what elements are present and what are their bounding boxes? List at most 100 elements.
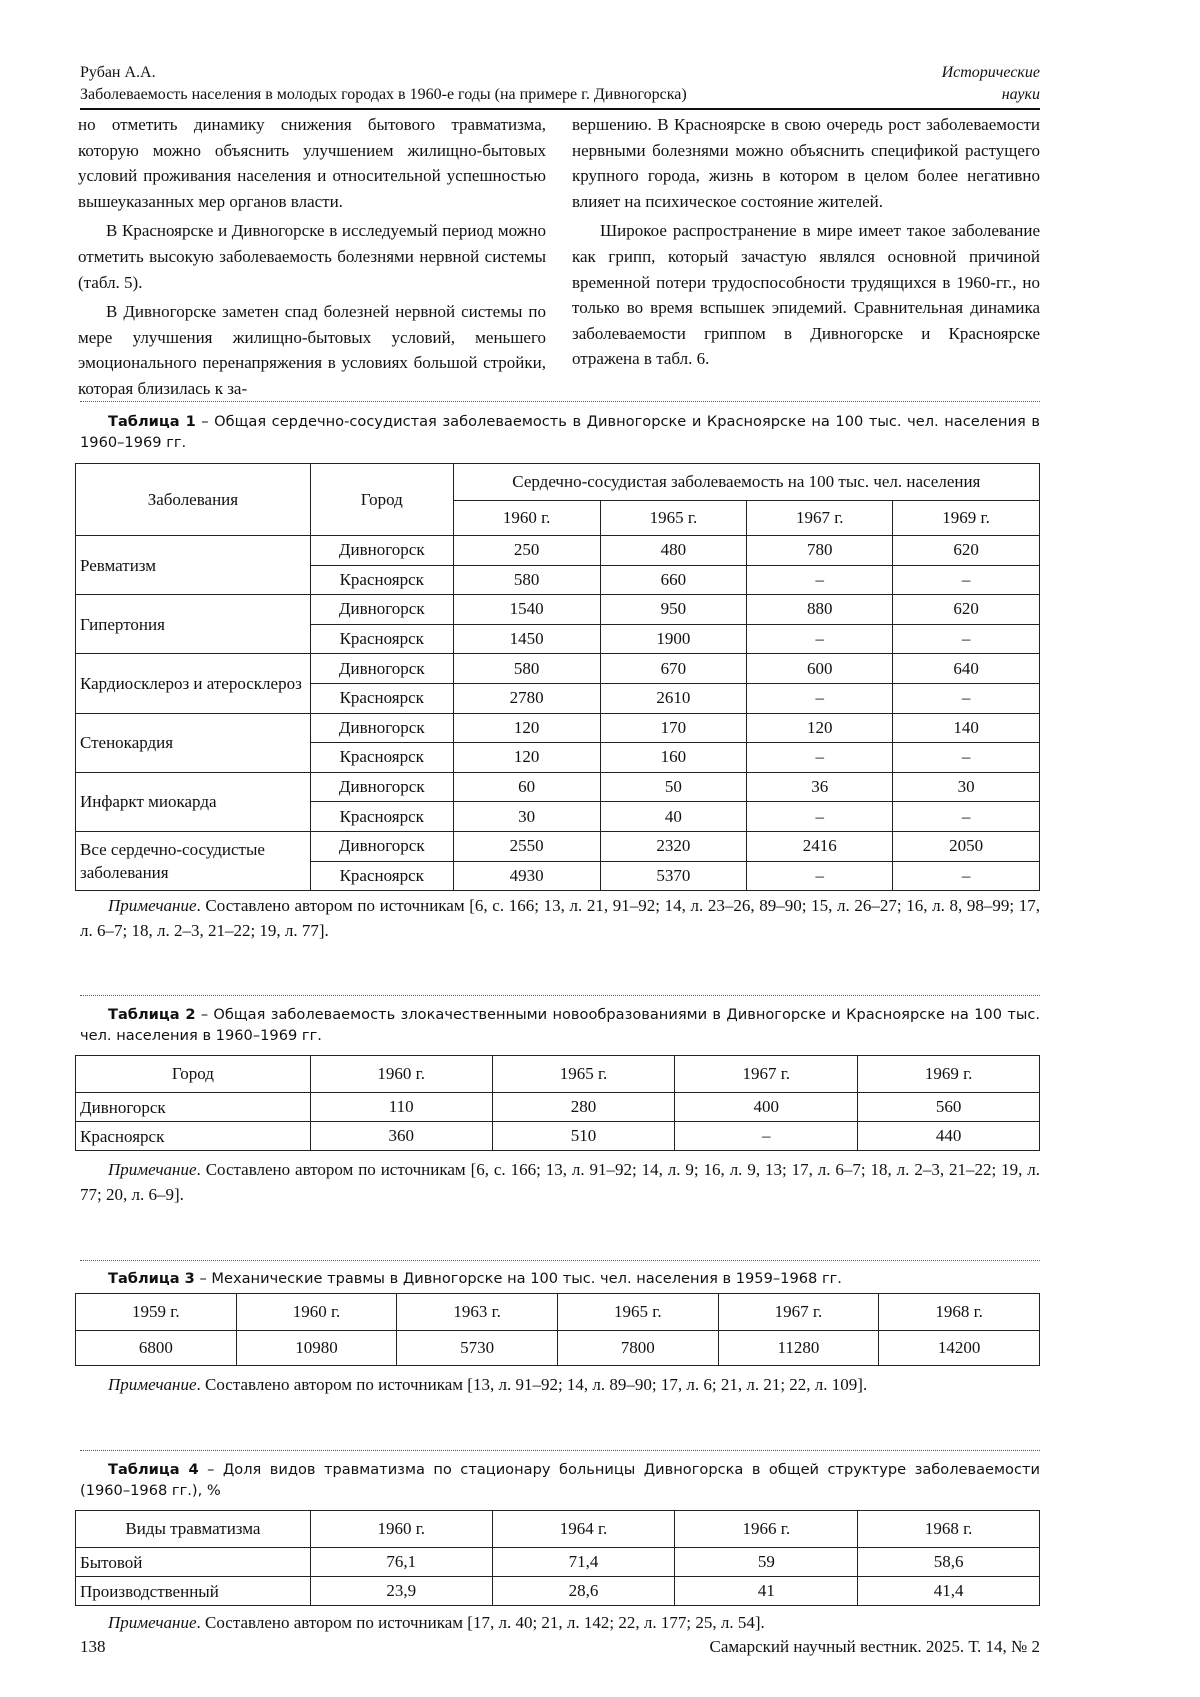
page-footer: 138 Самарский научный вестник. 2025. Т. … (80, 1637, 1040, 1657)
table-cell: 120 (747, 713, 893, 743)
table-cell: Красноярск (310, 743, 453, 773)
table-cell: 640 (893, 654, 1040, 684)
column-header: Город (310, 464, 453, 536)
table1-note: Примечание. Составлено автором по источн… (80, 893, 1040, 943)
disease-name: Гипертония (76, 595, 311, 654)
header-row: Виды травматизма1960 г.1964 г.1966 г.196… (76, 1511, 1040, 1548)
divider (80, 401, 1040, 402)
column-header: 1969 г. (893, 501, 1040, 536)
table-cell: 620 (893, 536, 1040, 566)
table-cell: 280 (492, 1093, 675, 1122)
table-cell: 50 (600, 772, 747, 802)
column-header: 1960 г. (310, 1056, 492, 1093)
table-cell: Дивногорск (310, 713, 453, 743)
table-cell: 600 (747, 654, 893, 684)
table-row: Красноярск360510–440 (76, 1122, 1040, 1151)
table-cell: 120 (453, 743, 600, 773)
table-row: ГипертонияДивногорск1540950880620 (76, 595, 1040, 625)
table-cell: Красноярск (310, 861, 453, 891)
column-header: 1965 г. (600, 501, 747, 536)
table1: ЗаболеванияГородСердечно-сосудистая забо… (75, 463, 1040, 891)
table-cell: 480 (600, 536, 747, 566)
header-section-line1: Исторические (942, 62, 1040, 84)
table-cell: – (747, 743, 893, 773)
table-row: Все сердечно-сосудистые заболеванияДивно… (76, 831, 1040, 861)
table-cell: 580 (453, 565, 600, 595)
table-cell: 110 (310, 1093, 492, 1122)
paragraph: Широкое распространение в мире имеет так… (572, 218, 1040, 372)
column-header: 1968 г. (879, 1294, 1040, 1331)
table-cell: 60 (453, 772, 600, 802)
table-cell: 58,6 (858, 1548, 1040, 1577)
table-cell: 10980 (236, 1331, 397, 1366)
table-row: Инфаркт миокардаДивногорск60503630 (76, 772, 1040, 802)
table-row: Дивногорск110280400560 (76, 1093, 1040, 1122)
header-row: Город1960 г.1965 г.1967 г.1969 г. (76, 1056, 1040, 1093)
table4-caption: Таблица 4 – Доля видов травматизма по ст… (80, 1459, 1040, 1501)
body-column-right: вершению. В Красноярске в свою очередь р… (572, 112, 1040, 372)
table-cell: 2416 (747, 831, 893, 861)
table-row: СтенокардияДивногорск120170120140 (76, 713, 1040, 743)
table4-label: Таблица 4 (108, 1461, 199, 1478)
table-cell: 780 (747, 536, 893, 566)
table1-caption: Таблица 1 – Общая сердечно-сосудистая за… (80, 411, 1040, 453)
page-number: 138 (80, 1637, 106, 1656)
table-cell: 250 (453, 536, 600, 566)
table-cell: Дивногорск (310, 772, 453, 802)
table2-label: Таблица 2 (108, 1006, 196, 1023)
table4-note: Примечание. Составлено автором по источн… (80, 1610, 1040, 1635)
table1-caption-text: – Общая сердечно-сосудистая заболеваемос… (80, 413, 1040, 451)
table-cell: – (893, 743, 1040, 773)
table-cell: 1540 (453, 595, 600, 625)
table-cell: Красноярск (310, 802, 453, 832)
table-cell: 7800 (557, 1331, 718, 1366)
table-cell: 14200 (879, 1331, 1040, 1366)
table-cell: Производственный (76, 1577, 311, 1606)
table-cell: – (747, 861, 893, 891)
table-cell: 36 (747, 772, 893, 802)
table-cell: – (747, 683, 893, 713)
table-cell: 28,6 (492, 1577, 675, 1606)
table-cell: 6800 (76, 1331, 237, 1366)
table-cell: 140 (893, 713, 1040, 743)
paragraph: В Красноярске и Дивногорске в исследуемы… (78, 218, 546, 295)
table-row: 680010980573078001128014200 (76, 1331, 1040, 1366)
table-cell: – (893, 802, 1040, 832)
note-label: Примечание (108, 1160, 197, 1179)
header-row: 1959 г.1960 г.1963 г.1965 г.1967 г.1968 … (76, 1294, 1040, 1331)
column-header: 1967 г. (747, 501, 893, 536)
column-header: Заболевания (76, 464, 311, 536)
table-cell: – (747, 802, 893, 832)
table4-caption-text: – Доля видов травматизма по стационару б… (80, 1461, 1040, 1499)
table-cell: – (893, 683, 1040, 713)
table-cell: Красноярск (310, 624, 453, 654)
column-header: 1959 г. (76, 1294, 237, 1331)
table-cell: 30 (453, 802, 600, 832)
table-cell: Красноярск (76, 1122, 311, 1151)
table-cell: 560 (858, 1093, 1040, 1122)
table-cell: 510 (492, 1122, 675, 1151)
table-cell: 670 (600, 654, 747, 684)
header-rule (80, 108, 1040, 110)
table-row: Кардиосклероз и атеросклерозДивногорск58… (76, 654, 1040, 684)
table-cell: 41,4 (858, 1577, 1040, 1606)
table-cell: Дивногорск (310, 831, 453, 861)
table-cell: 440 (858, 1122, 1040, 1151)
column-header: 1960 г. (453, 501, 600, 536)
table-cell: 30 (893, 772, 1040, 802)
paragraph: В Дивногорске заметен спад болезней нерв… (78, 299, 546, 401)
header-row: ЗаболеванияГородСердечно-сосудистая забо… (76, 464, 1040, 501)
table2-note: Примечание. Составлено автором по источн… (80, 1157, 1040, 1207)
table-cell: – (747, 624, 893, 654)
column-header: Виды травматизма (76, 1511, 311, 1548)
table-cell: 620 (893, 595, 1040, 625)
running-header: Рубан А.А. Заболеваемость населения в мо… (80, 62, 1040, 106)
column-group-header: Сердечно-сосудистая заболеваемость на 10… (453, 464, 1039, 501)
table-cell: 40 (600, 802, 747, 832)
column-header: 1969 г. (858, 1056, 1040, 1093)
column-header: 1963 г. (397, 1294, 558, 1331)
table3: 1959 г.1960 г.1963 г.1965 г.1967 г.1968 … (75, 1293, 1040, 1366)
table-cell: 660 (600, 565, 747, 595)
disease-name: Инфаркт миокарда (76, 772, 311, 831)
header-section: Исторические науки (942, 62, 1040, 106)
